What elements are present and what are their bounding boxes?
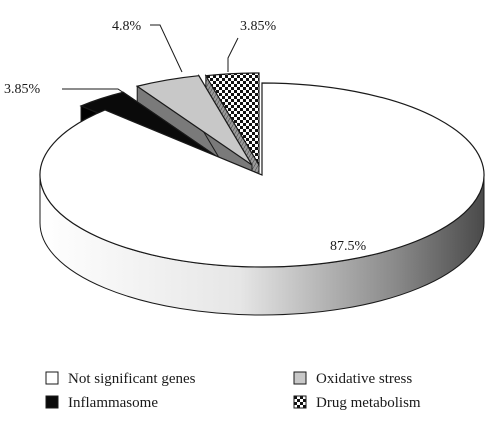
legend-label-not-significant-genes: Not significant genes <box>68 371 196 387</box>
legend-swatch-oxidative-stress <box>293 371 307 385</box>
legend-item-drug-metabolism: Drug metabolism <box>293 395 421 411</box>
leader-line-inflammasome <box>62 88 131 98</box>
value-label-oxidative-stress: 4.8% <box>112 19 142 34</box>
pie-labels: 87.5% 3.85% 4.8% 3.85% <box>4 19 367 254</box>
slice-top-not-significant-genes <box>39 82 485 268</box>
legend-swatch-drug-metabolism <box>293 395 307 409</box>
value-label-drug-metabolism: 3.85% <box>240 19 277 34</box>
legend-label-drug-metabolism: Drug metabolism <box>316 395 421 411</box>
legend-swatch-not-significant-genes <box>45 371 59 385</box>
leader-line-oxidative-stress <box>150 24 183 73</box>
legend-swatch-inflammasome <box>45 395 59 409</box>
slice-top-drug-metabolism <box>204 72 260 168</box>
pie-slices <box>39 72 485 316</box>
value-label-inflammasome: 3.85% <box>4 82 41 97</box>
legend-item-oxidative-stress: Oxidative stress <box>293 371 412 387</box>
slice-top-oxidative-stress <box>135 75 253 166</box>
legend-label-inflammasome: Inflammasome <box>68 395 158 411</box>
leader-line-drug-metabolism <box>227 37 239 72</box>
legend-item-inflammasome: Inflammasome <box>45 395 158 411</box>
legend-label-oxidative-stress: Oxidative stress <box>316 371 412 387</box>
legend-item-not-significant-genes: Not significant genes <box>45 371 196 387</box>
slice-not-significant-genes <box>39 82 485 316</box>
value-label-not-significant-genes: 87.5% <box>330 239 367 254</box>
legend: Not significant genes Inflammasome Oxidati… <box>45 371 421 411</box>
